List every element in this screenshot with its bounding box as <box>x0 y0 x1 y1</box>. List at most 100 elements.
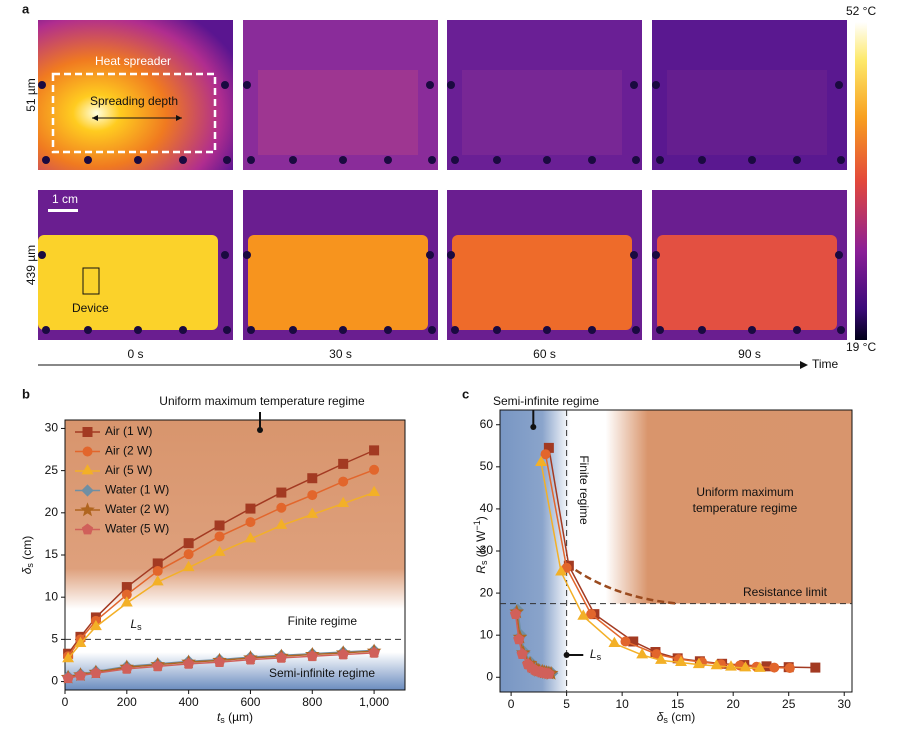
screw <box>447 81 455 89</box>
warm-zone <box>248 235 428 330</box>
annotation: Resistance limit <box>743 585 828 599</box>
device-box <box>82 267 100 295</box>
label-part: δ <box>657 710 664 724</box>
marker <box>513 633 525 645</box>
plot-frame <box>499 409 853 693</box>
marker <box>121 662 133 674</box>
legend-label: Air (2 W) <box>105 444 152 458</box>
y-tick-label: 30 <box>45 421 59 435</box>
legend-marker <box>81 464 94 475</box>
marker <box>577 609 590 620</box>
label-part: (K W <box>474 530 488 561</box>
marker <box>183 549 194 560</box>
x-tick-label: 400 <box>179 695 199 709</box>
screw <box>451 156 459 164</box>
marker <box>244 532 257 543</box>
marker <box>368 485 381 496</box>
screw <box>289 326 297 334</box>
legend-label: Water (1 W) <box>105 483 169 497</box>
legend-label: Air (1 W) <box>105 424 152 438</box>
row-label: 51 µm <box>24 78 38 112</box>
screw <box>656 326 664 334</box>
marker <box>245 503 256 514</box>
screw <box>289 156 297 164</box>
screw <box>221 81 229 89</box>
annotation: Uniform maximum temperature regime <box>159 394 365 408</box>
marker <box>586 609 597 620</box>
legend-label: Water (5 W) <box>105 522 169 536</box>
label-part: (cm) <box>668 710 695 724</box>
screw <box>84 156 92 164</box>
x-tick-label: 20 <box>727 697 741 711</box>
warm-zone <box>258 70 418 155</box>
panel-label: b <box>22 386 30 401</box>
legend-marker <box>82 427 93 437</box>
screw <box>247 156 255 164</box>
screw <box>588 156 596 164</box>
axis-label: Ls <box>130 617 142 632</box>
warm-zone <box>452 235 632 330</box>
screw <box>223 326 231 334</box>
marker <box>543 667 555 679</box>
thermal-image <box>243 190 438 340</box>
x-tick-label: 600 <box>240 695 260 709</box>
warm-zone <box>657 235 837 330</box>
y-tick-label: 0 <box>486 669 493 683</box>
screw <box>630 81 638 89</box>
screw <box>630 251 638 259</box>
marker <box>555 565 567 576</box>
axis-label: Rs (K W−1) <box>472 516 489 573</box>
screw <box>223 156 231 164</box>
label-part: L <box>590 647 597 661</box>
screw <box>447 251 455 259</box>
screw <box>243 81 251 89</box>
time-tick-label: 30 s <box>329 347 352 361</box>
y-tick-label: 20 <box>45 505 59 519</box>
label-part: −1 <box>472 520 482 530</box>
screw <box>748 156 756 164</box>
scale-bar <box>48 209 78 212</box>
marker <box>307 490 318 501</box>
y-tick-label: 50 <box>480 459 494 473</box>
thermal-image <box>447 20 642 170</box>
y-tick-label: 0 <box>51 674 58 688</box>
legend-label: Air (5 W) <box>105 463 152 477</box>
screw <box>243 251 251 259</box>
colorbar <box>855 22 867 340</box>
marker <box>74 636 87 647</box>
screw <box>451 326 459 334</box>
extrapolation <box>565 562 678 605</box>
annotation: Uniform maximum <box>696 485 793 499</box>
x-tick-label: 0 <box>62 695 69 709</box>
thermal-image <box>652 20 847 170</box>
panel-label: a <box>22 1 30 16</box>
thermal-image <box>243 20 438 170</box>
screw <box>698 326 706 334</box>
colorbar-min: 19 °C <box>846 340 876 354</box>
warm-zone <box>38 235 218 330</box>
screw <box>221 251 229 259</box>
y-tick-label: 20 <box>480 585 494 599</box>
marker <box>276 487 287 498</box>
plot-background <box>65 420 405 690</box>
screw <box>38 251 46 259</box>
legend-label: Water (2 W) <box>105 502 169 516</box>
marker <box>214 520 225 531</box>
finite-zone <box>566 603 852 692</box>
marker <box>74 669 87 681</box>
thermal-image <box>447 190 642 340</box>
screw <box>793 326 801 334</box>
screw <box>247 326 255 334</box>
annotation: Semi-infinite regime <box>269 666 375 680</box>
y-tick-label: 25 <box>45 463 59 477</box>
marker <box>369 445 380 456</box>
x-tick-label: 30 <box>838 697 852 711</box>
label-part: t <box>217 710 221 724</box>
screw <box>543 156 551 164</box>
axis-label: δs (cm) <box>657 710 696 725</box>
annotation: Finite regime <box>288 614 358 628</box>
marker <box>535 455 548 466</box>
legend-marker <box>80 502 95 517</box>
annotation: Finite regime <box>577 455 591 525</box>
